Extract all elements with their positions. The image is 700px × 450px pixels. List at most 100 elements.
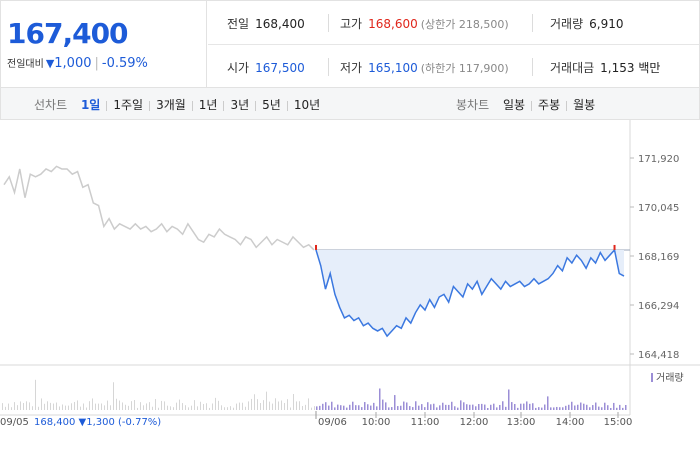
volume-bar-today bbox=[481, 403, 483, 410]
line-tab-4[interactable]: 3년 bbox=[230, 98, 250, 112]
volume-bar-today bbox=[391, 407, 393, 410]
volume-bar-today bbox=[433, 403, 435, 410]
volume-bar-today bbox=[358, 405, 360, 410]
candle-chart-title: 봉차트 bbox=[456, 98, 490, 112]
line-tab-3[interactable]: 1년 bbox=[198, 98, 218, 112]
candle-tab-0[interactable]: 일봉 bbox=[502, 98, 526, 112]
volume-bar-prev bbox=[122, 402, 123, 410]
volume-bar-prev bbox=[290, 407, 291, 410]
volume-bar-today bbox=[517, 407, 519, 410]
volume-bar-today bbox=[463, 402, 465, 410]
volume-bar-prev bbox=[152, 406, 153, 410]
volume-bar-today bbox=[622, 407, 624, 410]
volume-bar-prev bbox=[212, 403, 213, 410]
tab-divider bbox=[191, 100, 193, 111]
high-value: 168,600 bbox=[368, 17, 418, 31]
volume-legend-swatch bbox=[651, 373, 653, 382]
volume-bar-prev bbox=[20, 401, 21, 410]
prev-close-stat: 전일 168,400 bbox=[227, 15, 305, 32]
lower-limit: (하한가 117,900) bbox=[420, 62, 509, 75]
volume-bar-today bbox=[421, 404, 423, 410]
volume-stat: 거래량 6,910 bbox=[550, 15, 623, 32]
candle-tab-1[interactable]: 주봉 bbox=[538, 98, 561, 112]
volume-bar-today bbox=[376, 406, 378, 410]
volume-bar-prev bbox=[254, 394, 255, 410]
volume-bar-today bbox=[361, 407, 363, 410]
change-rate: -0.59% bbox=[101, 56, 148, 71]
volume-bar-prev bbox=[197, 406, 198, 410]
volume-bar-today bbox=[562, 407, 564, 410]
change-value: 1,000 bbox=[54, 56, 92, 71]
volume-bar-prev bbox=[239, 402, 240, 410]
amount-stat: 거래대금 1,153 백만 bbox=[550, 59, 660, 76]
volume-bar-prev bbox=[56, 402, 57, 410]
tab-divider bbox=[255, 100, 257, 111]
volume-bar-today bbox=[319, 405, 321, 410]
volume-bar-today bbox=[508, 389, 510, 410]
volume-label: 거래량 bbox=[550, 17, 584, 31]
volume-bar-today bbox=[478, 404, 480, 410]
line-tab-5[interactable]: 5년 bbox=[262, 98, 281, 112]
volume-bar-today bbox=[469, 404, 471, 410]
volume-bar-prev bbox=[80, 406, 81, 410]
line-tab-0[interactable]: 1일 bbox=[80, 98, 101, 112]
today-series-line bbox=[315, 248, 625, 338]
volume-bar-today bbox=[490, 404, 492, 410]
volume-bar-prev bbox=[161, 400, 162, 410]
upper-limit: (상한가 218,500) bbox=[420, 18, 509, 31]
volume-bar-today bbox=[406, 402, 408, 410]
volume-bar-prev bbox=[278, 401, 279, 410]
volume-bar-prev bbox=[5, 406, 6, 410]
line-tab-6[interactable]: 10년 bbox=[293, 98, 321, 112]
volume-bar-today bbox=[550, 407, 552, 410]
volume-bar-prev bbox=[302, 405, 303, 410]
y-tick-label: 170,045 bbox=[638, 203, 679, 214]
volume-bar-today bbox=[364, 402, 366, 410]
volume-bar-today bbox=[424, 407, 426, 410]
volume-bar-today bbox=[328, 405, 330, 410]
volume-bar-today bbox=[403, 401, 405, 410]
volume-bar-prev bbox=[89, 401, 90, 410]
volume-bar-today bbox=[595, 402, 597, 410]
volume-bar-prev bbox=[2, 403, 3, 410]
price-chart: 171,920 170,045 168,169 166,294 164,418 거래량 09… bbox=[0, 120, 700, 450]
line-tab-2[interactable]: 3개월 bbox=[156, 98, 186, 112]
change-label: 전일대비 bbox=[7, 59, 44, 70]
volume-bar-today bbox=[427, 402, 429, 410]
volume-bar-today bbox=[331, 401, 333, 410]
volume-bar-today bbox=[475, 406, 477, 410]
volume-bar-today bbox=[586, 404, 588, 410]
prev-day-series-line bbox=[3, 165, 315, 251]
line-tab-1[interactable]: 1주일 bbox=[113, 98, 144, 112]
volume-bar-prev bbox=[86, 407, 87, 410]
volume-bar-today bbox=[385, 402, 387, 410]
volume-bar-today bbox=[349, 404, 351, 410]
volume-bar-today bbox=[613, 402, 615, 410]
volume-bar-today bbox=[553, 407, 555, 410]
volume-bar-prev bbox=[38, 406, 39, 410]
volume-bar-today bbox=[547, 396, 549, 410]
volume-bar-prev bbox=[260, 403, 261, 410]
volume-bar-prev bbox=[65, 405, 66, 410]
volume-bar-prev bbox=[95, 403, 96, 410]
volume-value: 6,910 bbox=[589, 17, 624, 31]
volume-legend-label: 거래량 bbox=[656, 372, 684, 384]
volume-bar-prev bbox=[188, 407, 189, 410]
prev-close-value: 168,400 bbox=[255, 17, 305, 31]
volume-bar-today bbox=[499, 404, 501, 410]
volume-bar-today bbox=[409, 406, 411, 410]
volume-bar-today bbox=[457, 407, 459, 410]
y-tick-label: 164,418 bbox=[638, 350, 679, 361]
volume-bar-prev bbox=[53, 403, 54, 410]
volume-bar-prev bbox=[92, 398, 93, 410]
volume-bar-prev bbox=[44, 403, 45, 410]
volume-bar-prev bbox=[41, 398, 42, 410]
volume-bar-prev bbox=[266, 391, 267, 410]
volume-bar-prev bbox=[8, 403, 9, 410]
volume-bar-today bbox=[454, 406, 456, 410]
candle-tab-2[interactable]: 월봉 bbox=[573, 98, 596, 112]
volume-bar-prev bbox=[167, 405, 168, 410]
volume-bar-today bbox=[460, 400, 462, 410]
volume-bar-prev bbox=[119, 400, 120, 410]
volume-bar-today bbox=[340, 405, 342, 410]
